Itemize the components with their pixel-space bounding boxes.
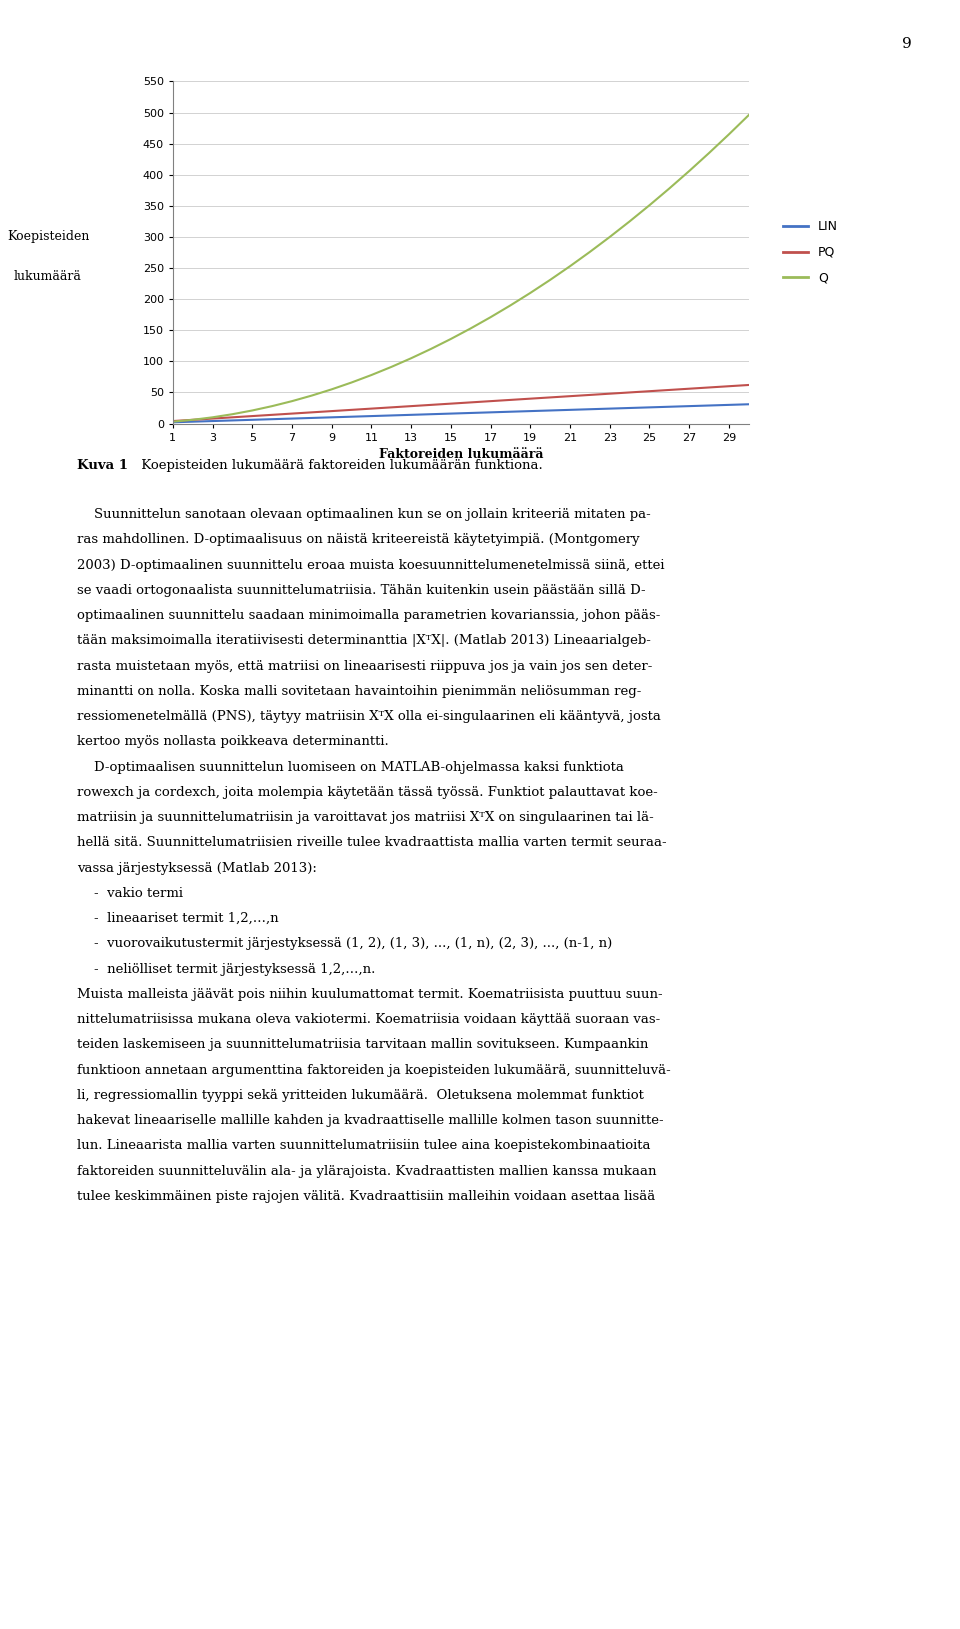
- Text: -  vuorovaikutustermit järjestyksessä (1, 2), (1, 3), ..., (1, n), (2, 3), ..., : - vuorovaikutustermit järjestyksessä (1,…: [77, 938, 612, 950]
- Text: rasta muistetaan myös, että matriisi on lineaarisesti riippuva jos ja vain jos s: rasta muistetaan myös, että matriisi on …: [77, 660, 652, 673]
- Text: Muista malleista jäävät pois niihin kuulumattomat termit. Koematriisista puuttuu: Muista malleista jäävät pois niihin kuul…: [77, 987, 662, 1000]
- Text: rowexch ja cordexch, joita molempia käytetään tässä työssä. Funktiot palauttavat: rowexch ja cordexch, joita molempia käyt…: [77, 787, 658, 798]
- Text: tulee keskimmäinen piste rajojen välitä. Kvadraattisiin malleihin voidaan asetta: tulee keskimmäinen piste rajojen välitä.…: [77, 1191, 655, 1202]
- X-axis label: Faktoreiden lukumäärä: Faktoreiden lukumäärä: [378, 448, 543, 461]
- Text: optimaalinen suunnittelu saadaan minimoimalla parametrien kovarianssia, johon pä: optimaalinen suunnittelu saadaan minimoi…: [77, 609, 660, 622]
- Text: lun. Lineaarista mallia varten suunnittelumatriisiin tulee aina koepistekombinaa: lun. Lineaarista mallia varten suunnitte…: [77, 1140, 650, 1152]
- Text: lukumäärä: lukumäärä: [14, 270, 82, 283]
- Text: 2003) D-optimaalinen suunnittelu eroaa muista koesuunnittelumenetelmissä siinä, : 2003) D-optimaalinen suunnittelu eroaa m…: [77, 559, 664, 572]
- Text: Koepisteiden lukumäärä faktoreiden lukumäärän funktiona.: Koepisteiden lukumäärä faktoreiden lukum…: [137, 459, 543, 472]
- Text: teiden laskemiseen ja suunnittelumatriisia tarvitaan mallin sovitukseen. Kumpaan: teiden laskemiseen ja suunnittelumatriis…: [77, 1039, 648, 1051]
- Text: Suunnittelun sanotaan olevaan optimaalinen kun se on jollain kriteeriä mitaten p: Suunnittelun sanotaan olevaan optimaalin…: [77, 508, 651, 521]
- Text: -  neliölliset termit järjestyksessä 1,2,…,n.: - neliölliset termit järjestyksessä 1,2,…: [77, 963, 375, 976]
- Text: 9: 9: [902, 37, 912, 52]
- Text: li, regressiomallin tyyppi sekä yritteiden lukumäärä.  Oletuksena molemmat funkt: li, regressiomallin tyyppi sekä yritteid…: [77, 1090, 643, 1101]
- Text: funktioon annetaan argumenttina faktoreiden ja koepisteiden lukumäärä, suunnitte: funktioon annetaan argumenttina faktorei…: [77, 1064, 670, 1077]
- Text: ressiomenetelmällä (PNS), täytyy matriisin XᵀX olla ei-singulaarinen eli kääntyv: ressiomenetelmällä (PNS), täytyy matriis…: [77, 710, 660, 723]
- Legend: LIN, PQ, Q: LIN, PQ, Q: [779, 215, 843, 290]
- Text: hellä sitä. Suunnittelumatriisien riveille tulee kvadraattista mallia varten ter: hellä sitä. Suunnittelumatriisien riveil…: [77, 837, 666, 849]
- Text: D-optimaalisen suunnittelun luomiseen on MATLAB-ohjelmassa kaksi funktiota: D-optimaalisen suunnittelun luomiseen on…: [77, 761, 624, 774]
- Text: vassa järjestyksessä (Matlab 2013):: vassa järjestyksessä (Matlab 2013):: [77, 862, 317, 875]
- Text: Koepisteiden: Koepisteiden: [7, 230, 89, 243]
- Text: faktoreiden suunnitteluvälin ala- ja ylärajoista. Kvadraattisten mallien kanssa : faktoreiden suunnitteluvälin ala- ja ylä…: [77, 1165, 657, 1178]
- Text: hakevat lineaariselle mallille kahden ja kvadraattiselle mallille kolmen tason s: hakevat lineaariselle mallille kahden ja…: [77, 1114, 663, 1127]
- Text: nittelumatriisissa mukana oleva vakiotermi. Koematriisia voidaan käyttää suoraan: nittelumatriisissa mukana oleva vakioter…: [77, 1013, 660, 1026]
- Text: -  vakio termi: - vakio termi: [77, 888, 182, 899]
- Text: se vaadi ortogonaalista suunnittelumatriisia. Tähän kuitenkin usein päästään sil: se vaadi ortogonaalista suunnittelumatri…: [77, 585, 645, 596]
- Text: tään maksimoimalla iteratiivisesti determinanttia |XᵀX|. (Matlab 2013) Lineaaria: tään maksimoimalla iteratiivisesti deter…: [77, 635, 651, 647]
- Text: -  lineaariset termit 1,2,…,n: - lineaariset termit 1,2,…,n: [77, 912, 278, 925]
- Text: minantti on nolla. Koska malli sovitetaan havaintoihin pienimmän neliösumman reg: minantti on nolla. Koska malli sovitetaa…: [77, 686, 641, 697]
- Text: matriisin ja suunnittelumatriisin ja varoittavat jos matriisi XᵀX on singulaarin: matriisin ja suunnittelumatriisin ja var…: [77, 811, 654, 824]
- Text: Kuva 1: Kuva 1: [77, 459, 128, 472]
- Text: kertoo myös nollasta poikkeava determinantti.: kertoo myös nollasta poikkeava determina…: [77, 736, 389, 748]
- Text: ras mahdollinen. D-optimaalisuus on näistä kriteereistä käytetyimpiä. (Montgomer: ras mahdollinen. D-optimaalisuus on näis…: [77, 534, 639, 546]
